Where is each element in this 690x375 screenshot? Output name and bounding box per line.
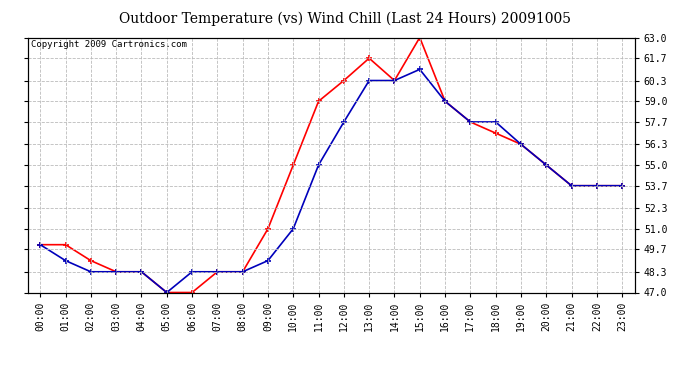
Text: Copyright 2009 Cartronics.com: Copyright 2009 Cartronics.com <box>30 40 186 49</box>
Text: Outdoor Temperature (vs) Wind Chill (Last 24 Hours) 20091005: Outdoor Temperature (vs) Wind Chill (Las… <box>119 11 571 26</box>
